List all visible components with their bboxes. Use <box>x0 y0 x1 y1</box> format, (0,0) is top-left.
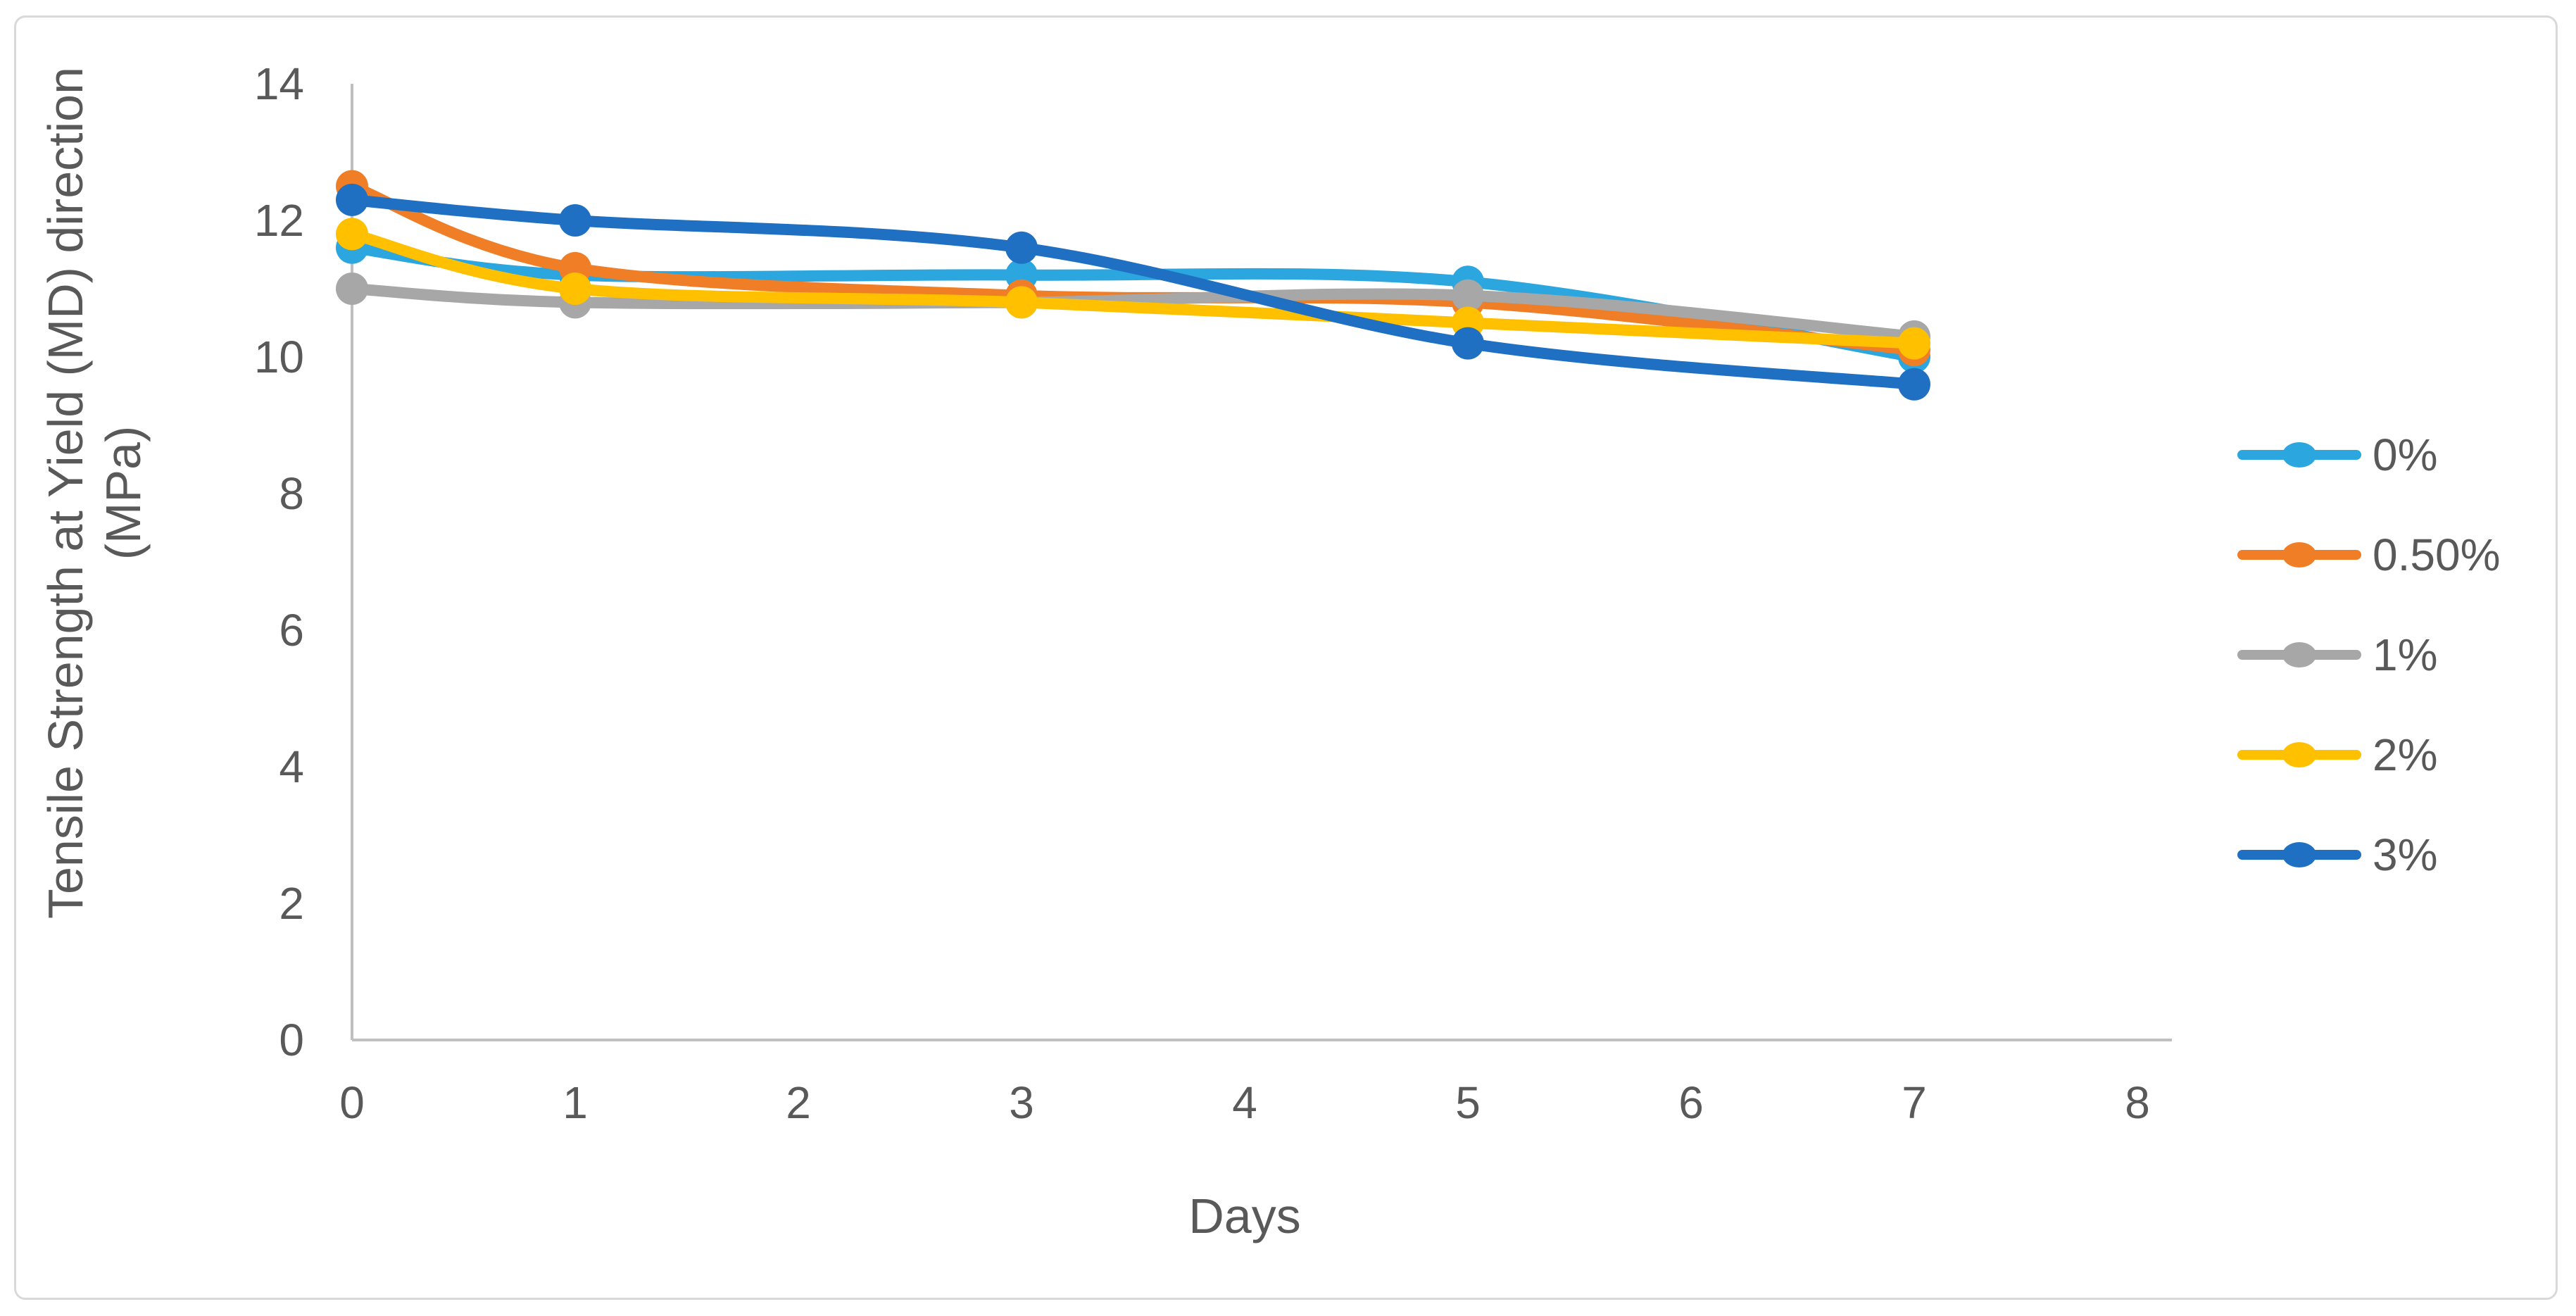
x-tick-label: 0 <box>339 1077 365 1128</box>
x-tick-label: 3 <box>1009 1077 1034 1128</box>
legend-label: 2% <box>2373 729 2438 780</box>
data-point-1% <box>1452 279 1484 312</box>
x-tick-label: 8 <box>2125 1077 2150 1128</box>
data-point-3% <box>1452 327 1484 360</box>
y-tick-label: 10 <box>253 332 304 382</box>
data-point-2% <box>1898 327 1930 360</box>
legend-marker-icon <box>2282 642 2316 668</box>
legend-marker-icon <box>2282 542 2316 568</box>
data-point-1% <box>336 272 368 305</box>
legend-item-0%: 0% <box>2237 430 2438 480</box>
legend-marker-icon <box>2282 742 2316 767</box>
x-tick-label: 1 <box>563 1077 588 1128</box>
legend-item-1%: 1% <box>2237 629 2438 680</box>
y-tick-label: 6 <box>279 605 304 656</box>
data-point-3% <box>559 204 591 237</box>
legend-swatch-icon <box>2237 634 2361 676</box>
x-axis-title: Days <box>1188 1189 1301 1243</box>
y-axis-title-line1: Tensile Strength at Yield (MD) direction <box>38 67 93 919</box>
series-line-3% <box>346 194 1920 390</box>
legend-item-2%: 2% <box>2237 729 2438 780</box>
y-axis-title-line2: (MPa) <box>96 425 151 560</box>
legend-swatch-icon <box>2237 834 2361 876</box>
data-point-3% <box>1005 231 1038 264</box>
legend-label: 1% <box>2373 629 2438 680</box>
chart-frame-border <box>14 15 2558 1300</box>
legend-swatch-icon <box>2237 534 2361 576</box>
legend-label: 0% <box>2373 430 2438 480</box>
legend-label: 3% <box>2373 829 2438 880</box>
legend-marker-icon <box>2282 842 2316 867</box>
y-tick-label: 14 <box>253 58 304 109</box>
y-tick-label: 4 <box>279 741 304 792</box>
legend-item-0.50%: 0.50% <box>2237 529 2501 580</box>
x-tick-label: 7 <box>1902 1077 1927 1128</box>
series-line-2% <box>346 228 1920 349</box>
data-point-2% <box>336 218 368 251</box>
legend-marker-icon <box>2282 442 2316 468</box>
legend-swatch-icon <box>2237 734 2361 776</box>
legend-label: 0.50% <box>2373 529 2501 580</box>
x-tick-label: 6 <box>1678 1077 1704 1128</box>
y-tick-label: 0 <box>279 1015 304 1065</box>
legend-item-3%: 3% <box>2237 829 2438 880</box>
y-tick-label: 12 <box>253 195 304 246</box>
y-tick-label: 2 <box>279 878 304 929</box>
y-axis-title: Tensile Strength at Yield (MD) direction… <box>37 0 156 986</box>
x-tick-label: 2 <box>786 1077 811 1128</box>
legend-swatch-icon <box>2237 434 2361 476</box>
data-point-3% <box>1898 368 1930 401</box>
x-tick-label: 4 <box>1232 1077 1257 1128</box>
x-tick-label: 5 <box>1455 1077 1481 1128</box>
data-point-3% <box>336 183 368 216</box>
data-point-2% <box>559 272 591 305</box>
data-point-2% <box>1005 286 1038 319</box>
y-tick-label: 8 <box>279 468 304 519</box>
